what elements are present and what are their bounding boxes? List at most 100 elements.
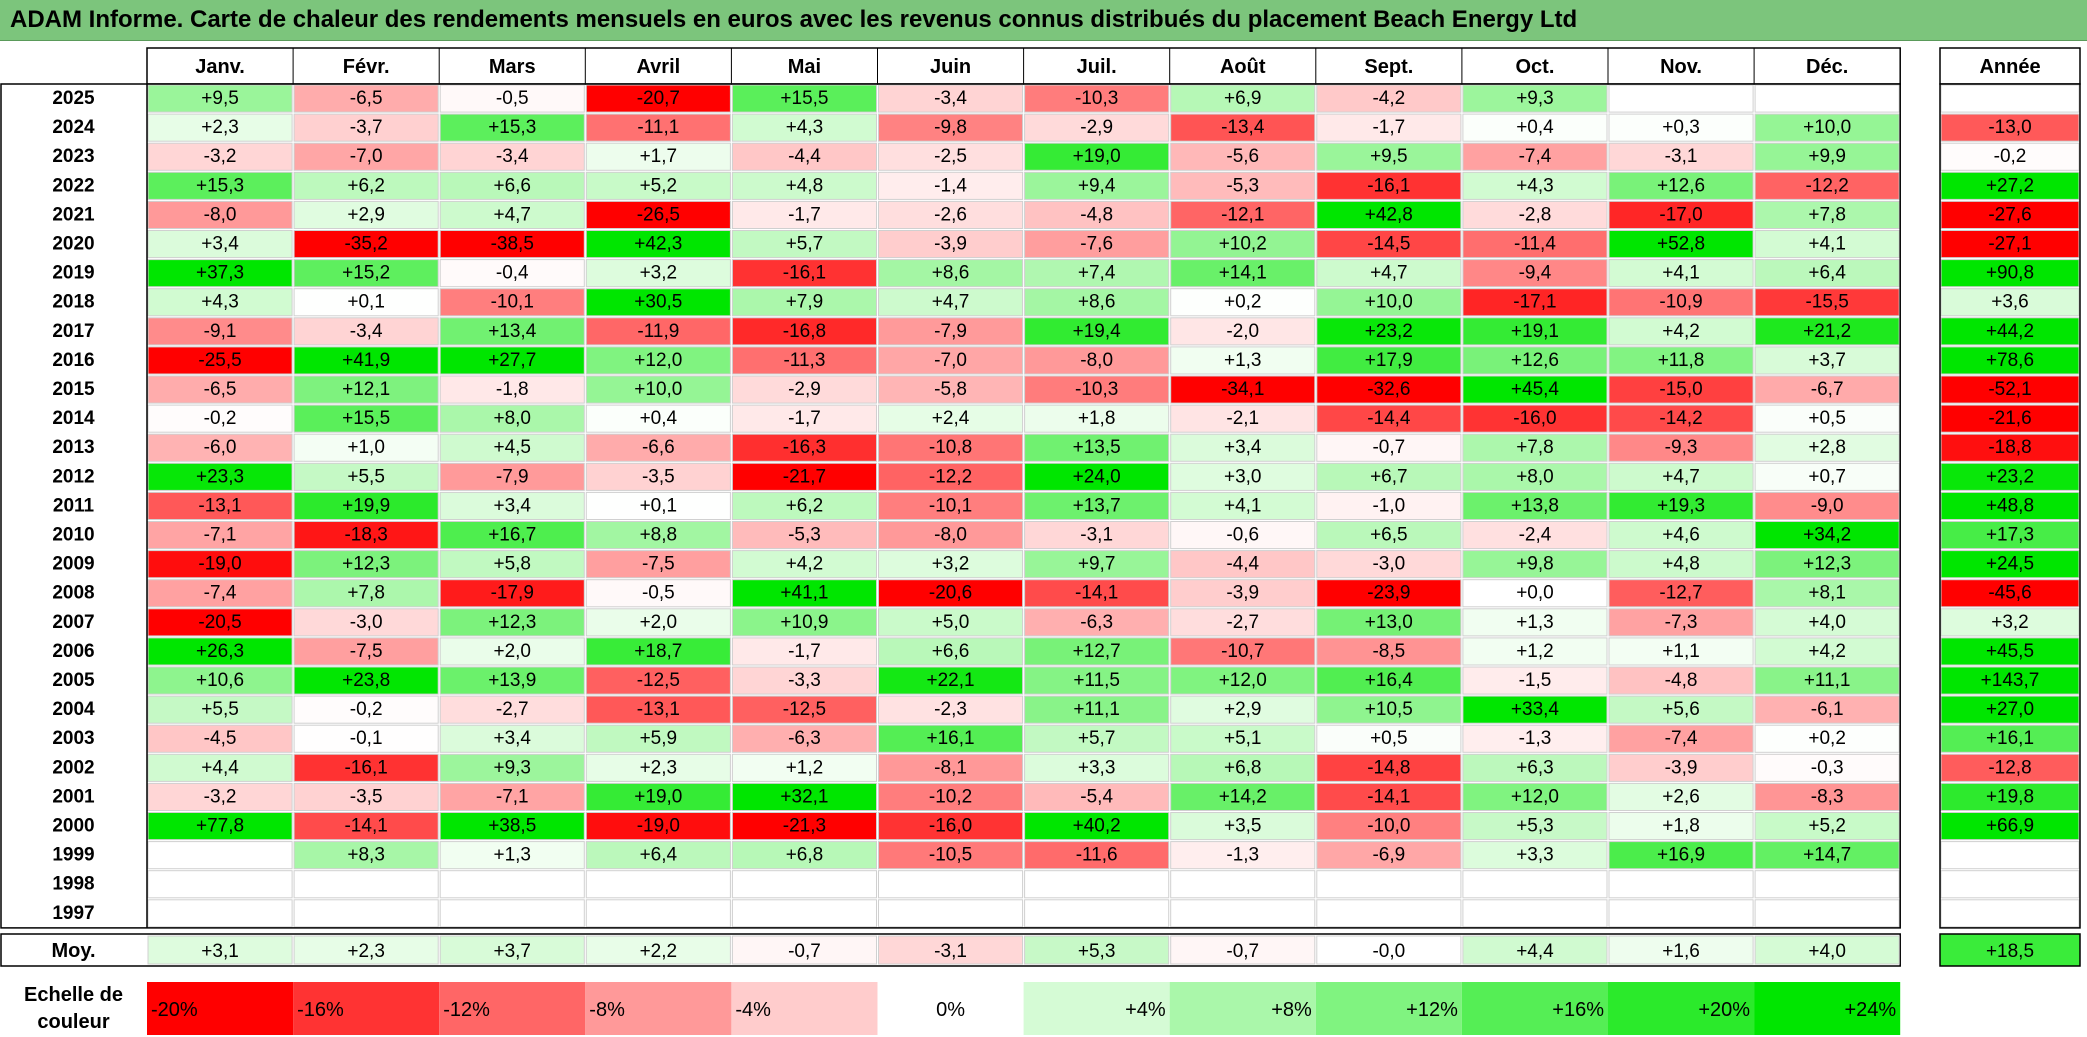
scale-label: couleur [37, 1011, 109, 1033]
cell-value: +5,8 [493, 554, 531, 575]
heatmap-cell [1024, 288, 1170, 317]
cell-value: -1,3 [1519, 728, 1552, 749]
heatmap-cell [1024, 462, 1170, 491]
cell-value: +2,6 [1662, 786, 1700, 807]
cell-value: +45,4 [1511, 379, 1560, 400]
heatmap-cell [293, 579, 439, 608]
heatmap-cell [1170, 666, 1316, 695]
cell-value: +3,0 [1224, 466, 1262, 487]
cell-value: -0,3 [1811, 757, 1844, 778]
heatmap-cell [731, 753, 878, 782]
heatmap-cell [1754, 113, 1900, 142]
year-total-cell [1940, 841, 2080, 870]
cell-value: +5,9 [640, 728, 678, 749]
cell-value: -12,5 [637, 670, 680, 691]
cell-value: +10,2 [1219, 234, 1267, 255]
heatmap-cell [1024, 404, 1170, 433]
scale-swatch [1608, 982, 1755, 1035]
heatmap-cell [1462, 230, 1608, 259]
cell-value: -14,1 [1075, 583, 1118, 604]
heatmap-cell [1024, 346, 1170, 375]
heatmap-cell [1754, 259, 1900, 288]
cell-value: -4,4 [1226, 554, 1259, 575]
cell-value: -15,0 [1659, 379, 1702, 400]
heatmap-cell [1170, 142, 1316, 171]
year-total-value: +3,6 [1991, 292, 2029, 313]
scale-tick-label: -12% [443, 999, 490, 1021]
cell-value: -1,7 [788, 641, 821, 662]
cell-value: -4,2 [1372, 88, 1405, 109]
average-cell [1316, 935, 1462, 965]
average-cell [293, 935, 439, 965]
heatmap-cell [585, 550, 731, 579]
cell-value: -20,7 [637, 88, 680, 109]
heatmap-cell [1170, 812, 1316, 841]
cell-value: -35,2 [344, 234, 387, 255]
year-label: 2003 [52, 728, 94, 749]
heatmap-cell [878, 870, 1024, 899]
cell-value: +8,6 [1078, 292, 1116, 313]
cell-value: -3,1 [1080, 525, 1113, 546]
heatmap-cell [293, 521, 439, 550]
cell-value: -4,4 [788, 146, 821, 167]
heatmap-cell [878, 550, 1024, 579]
cell-value: -6,3 [788, 728, 821, 749]
cell-value: +1,8 [1662, 816, 1700, 837]
cell-value: +4,2 [1808, 641, 1846, 662]
scale-swatch [731, 982, 878, 1035]
heatmap-cell [1024, 841, 1170, 870]
cell-value: +12,1 [342, 379, 390, 400]
heatmap-cell [731, 550, 878, 579]
year-label: 1998 [52, 874, 94, 895]
year-label: 2014 [52, 408, 95, 429]
heatmap-cell [1462, 462, 1608, 491]
cell-value: -10,1 [491, 292, 534, 313]
cell-value: -13,1 [198, 495, 241, 516]
cell-value: +13,5 [1073, 437, 1121, 458]
cell-value: +9,4 [1078, 175, 1116, 196]
month-header: Juin [930, 56, 971, 78]
heatmap-cell [1024, 812, 1170, 841]
cell-value: -0,6 [1226, 525, 1259, 546]
cell-value: -3,4 [496, 146, 529, 167]
month-header: Sept. [1364, 56, 1413, 78]
average-cell [731, 935, 878, 965]
heatmap-cell [585, 288, 731, 317]
cell-value: -16,0 [929, 816, 972, 837]
year-label: 2002 [52, 757, 94, 778]
scale-tick-label: -16% [297, 999, 344, 1021]
cell-value: +30,5 [634, 292, 682, 313]
heatmap-cell [878, 782, 1024, 812]
heatmap-cell [878, 259, 1024, 288]
cell-value: +3,4 [201, 234, 239, 255]
year-total-value: -21,6 [1988, 408, 2031, 429]
scale-swatch [1169, 982, 1316, 1035]
cell-value: +13,7 [1073, 495, 1121, 516]
heatmap-cell [878, 462, 1024, 491]
cell-value: +6,2 [786, 495, 824, 516]
cell-value: +32,1 [780, 786, 828, 807]
heatmap-cell [1462, 695, 1608, 724]
cell-value: +10,0 [1803, 117, 1851, 138]
heatmap-cell [1608, 171, 1754, 200]
year-total-cell [1940, 230, 2080, 259]
heatmap-cell [147, 666, 293, 695]
cell-value: +19,0 [1073, 146, 1121, 167]
cell-value: +6,9 [1224, 88, 1262, 109]
heatmap-cell [585, 462, 731, 491]
cell-value: -7,5 [642, 554, 675, 575]
cell-value: +1,7 [640, 146, 678, 167]
cell-value: -7,5 [350, 641, 383, 662]
cell-value: -12,5 [783, 699, 826, 720]
heatmap-cell [1608, 608, 1754, 637]
cell-value: +5,7 [786, 234, 824, 255]
cell-value: -10,3 [1075, 379, 1118, 400]
heatmap-cell [1170, 346, 1316, 375]
cell-value: +1,3 [493, 845, 531, 866]
heatmap-cell [1754, 84, 1900, 113]
heatmap-cell [878, 433, 1024, 462]
heatmap-cell [293, 666, 439, 695]
heatmap-cell [731, 288, 878, 317]
heatmap-cell [585, 841, 731, 870]
heatmap-cell [439, 462, 585, 491]
